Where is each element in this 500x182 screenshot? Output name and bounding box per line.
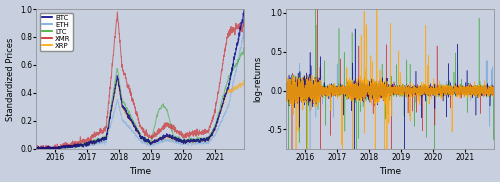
X-axis label: Time: Time bbox=[380, 167, 402, 176]
X-axis label: Time: Time bbox=[130, 167, 152, 176]
Y-axis label: Standardized Prices: Standardized Prices bbox=[6, 37, 15, 121]
Legend: BTC, ETH, LTC, XMR, XRP: BTC, ETH, LTC, XMR, XRP bbox=[40, 13, 72, 51]
Y-axis label: log-returns: log-returns bbox=[253, 56, 262, 102]
